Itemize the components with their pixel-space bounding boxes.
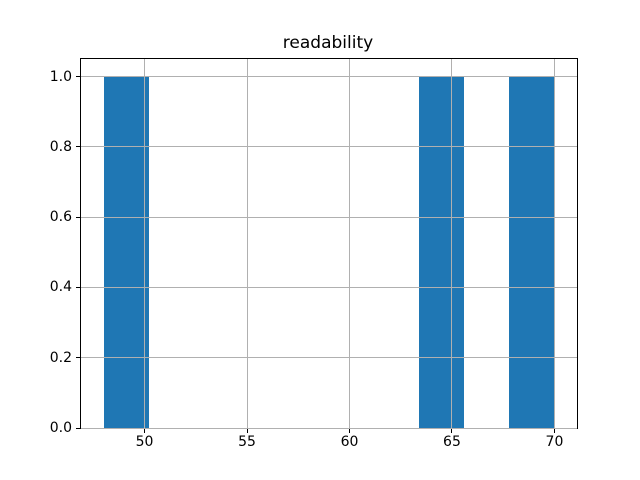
y-gridline [81,146,577,148]
y-tick-label: 0.6 [49,209,72,226]
plot-area: 50 55 60 65 70 0.0 0.2 0.4 0.6 0.8 1.0 [50,58,578,449]
y-tick-mark [76,427,80,429]
x-tick-mark [553,429,555,433]
y-tick-label: 0.8 [49,138,72,155]
y-tick-mark [76,76,80,78]
y-gridline [81,216,577,218]
x-tick-mark [144,429,146,433]
x-gridline [553,59,555,428]
y-tick-mark [76,286,80,288]
x-tick-mark [451,429,453,433]
x-tick-mark [246,429,248,433]
y-gridline [81,357,577,359]
histogram-bar [509,76,555,428]
y-tick-label: 0.2 [49,349,72,366]
y-gridline [81,286,577,288]
x-tick-label: 65 [443,434,461,450]
y-tick-label: 0.0 [49,420,72,436]
x-tick-mark [348,429,350,433]
y-tick-label: 0.4 [49,279,72,296]
y-gridline [81,427,577,429]
y-tick-mark [76,357,80,359]
x-tick-label: 55 [238,434,256,450]
x-gridline [144,59,146,428]
y-gridline [81,76,577,78]
histogram-bar [419,76,465,428]
x-gridline [348,59,350,428]
x-gridline [451,59,453,428]
y-tick-mark [76,146,80,148]
y-tick-mark [76,216,80,218]
x-tick-label: 60 [340,434,359,450]
histogram-bar [103,76,149,428]
x-gridline [246,59,248,428]
x-tick-label: 50 [135,434,154,450]
y-tick-label: 1.0 [49,68,72,85]
x-tick-label: 70 [545,434,564,450]
chart-title: readability [282,33,374,53]
